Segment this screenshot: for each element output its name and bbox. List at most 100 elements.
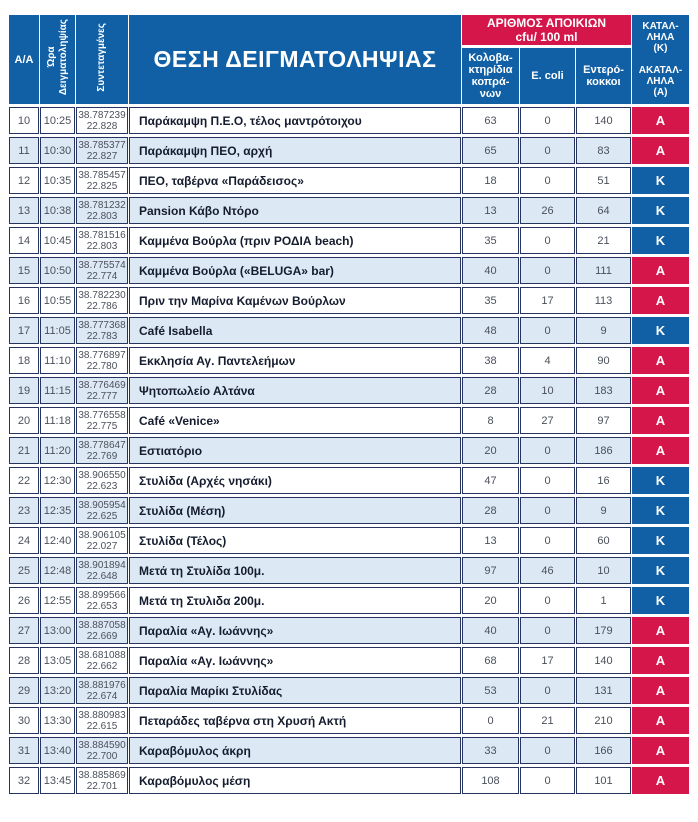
cell-latitude: 38.901894 [78,559,126,571]
cell-suitability-badge: Α [632,347,689,374]
cell-fecal-coliforms: 97 [462,557,519,584]
cell-location: Καραβόμυλος άκρη [129,737,461,764]
cell-ecoli: 0 [520,257,575,284]
cell-fecal-coliforms: 20 [462,437,519,464]
cell-sampling-time: 10:35 [40,167,75,194]
cell-location: Εστιατόριο [129,437,461,464]
cell-coordinates: 38.899566 22.653 [76,587,128,614]
cell-sampling-time: 12:40 [40,527,75,554]
cell-latitude: 38.884590 [78,739,126,751]
cell-suitability-badge: Α [632,437,689,464]
cell-sampling-time: 13:30 [40,707,75,734]
cell-enterococci: 83 [576,137,631,164]
cell-suitability-badge: Α [632,617,689,644]
cell-coordinates: 38.906105 22.027 [76,527,128,554]
cell-ecoli: 0 [520,317,575,344]
column-header-coordinates: Συντεταγμένες [76,15,128,104]
cell-longitude: 22.774 [86,270,118,282]
cell-enterococci: 111 [576,257,631,284]
cell-latitude: 38.880983 [78,709,126,721]
cell-enterococci: 183 [576,377,631,404]
cell-location: Café «Venice» [129,407,461,434]
cell-enterococci: 140 [576,647,631,674]
table-row: 23 12:35 38.905954 22.625 Στυλίδα (Μέση)… [9,497,689,524]
column-header-enterococci: Εντερό- κοκκοι [576,48,631,104]
cell-enterococci: 16 [576,467,631,494]
cell-longitude: 22.777 [86,390,118,402]
cell-sampling-time: 10:25 [40,107,75,134]
cell-enterococci: 10 [576,557,631,584]
cell-suitability-badge: Α [632,287,689,314]
cell-enterococci: 210 [576,707,631,734]
cell-fecal-coliforms: 28 [462,377,519,404]
cell-sampling-time: 10:30 [40,137,75,164]
cell-latitude: 38.776558 [78,409,126,421]
cell-latitude: 38.785377 [78,139,126,151]
table-row: 12 10:35 38.785457 22.825 ΠΕΟ, ταβέρνα «… [9,167,689,194]
cell-sampling-time: 13:45 [40,767,75,794]
column-header-ecoli: E. coli [520,48,575,104]
water-sampling-table: Α/Α Ώρα Δειγματοληψίας Συντεταγμένες ΘΕΣ… [8,12,690,797]
cell-suitability-badge: Α [632,737,689,764]
cell-enterococci: 51 [576,167,631,194]
cell-coordinates: 38.787239 22.828 [76,107,128,134]
cell-latitude: 38.776897 [78,349,126,361]
cell-enterococci: 60 [576,527,631,554]
table-row: 24 12:40 38.906105 22.027 Στυλίδα (Τέλος… [9,527,689,554]
cell-enterococci: 9 [576,317,631,344]
cell-fecal-coliforms: 63 [462,107,519,134]
cell-location: Πριν την Μαρίνα Καμένων Βούρλων [129,287,461,314]
cell-aa: 27 [9,617,39,644]
cell-ecoli: 0 [520,467,575,494]
cell-sampling-time: 12:55 [40,587,75,614]
cell-coordinates: 38.781232 22.803 [76,197,128,224]
cell-fecal-coliforms: 38 [462,347,519,374]
cell-longitude: 22.027 [86,540,118,552]
cell-latitude: 38.681088 [78,649,126,661]
cell-suitability-badge: Α [632,377,689,404]
cell-location: Παράκαμψη Π.Ε.Ο, τέλος μαντρότοιχου [129,107,461,134]
cell-latitude: 38.906105 [78,529,126,541]
cell-coordinates: 38.776897 22.780 [76,347,128,374]
cell-aa: 22 [9,467,39,494]
cell-suitability-badge: Α [632,107,689,134]
cell-suitability-badge: Α [632,647,689,674]
cell-location: Pansion Κάβο Ντόρο [129,197,461,224]
cell-enterococci: 131 [576,677,631,704]
cell-aa: 31 [9,737,39,764]
cell-longitude: 22.653 [86,600,118,612]
cell-longitude: 22.803 [86,240,118,252]
cell-location: Στυλίδα (Αρχές νησάκι) [129,467,461,494]
cell-aa: 30 [9,707,39,734]
cell-ecoli: 27 [520,407,575,434]
cell-fecal-coliforms: 68 [462,647,519,674]
cell-aa: 13 [9,197,39,224]
table-row: 10 10:25 38.787239 22.828 Παράκαμψη Π.Ε.… [9,107,689,134]
cell-sampling-time: 10:55 [40,287,75,314]
column-header-fecal-coliforms: Κολοβα- κτηρίδια κοπρά- νων [462,48,519,104]
cell-latitude: 38.775574 [78,259,126,271]
cell-ecoli: 0 [520,767,575,794]
cell-location: Παραλία «Αγ. Ιωάννης» [129,647,461,674]
cell-latitude: 38.906550 [78,469,126,481]
cell-enterococci: 113 [576,287,631,314]
cell-latitude: 38.881976 [78,679,126,691]
cell-ecoli: 17 [520,287,575,314]
cell-sampling-time: 11:05 [40,317,75,344]
table-row: 26 12:55 38.899566 22.653 Μετά τη Στυλιδ… [9,587,689,614]
cell-coordinates: 38.880983 22.615 [76,707,128,734]
cell-ecoli: 0 [520,437,575,464]
cell-latitude: 38.781232 [78,199,126,211]
cell-coordinates: 38.778647 22.769 [76,437,128,464]
table-row: 22 12:30 38.906550 22.623 Στυλίδα (Αρχές… [9,467,689,494]
table-row: 15 10:50 38.775574 22.774 Καμμένα Βούρλα… [9,257,689,284]
cell-ecoli: 46 [520,557,575,584]
column-header-location: ΘΕΣΗ ΔΕΙΓΜΑΤΟΛΗΨΙΑΣ [129,15,461,104]
cell-sampling-time: 13:40 [40,737,75,764]
report-page: Α/Α Ώρα Δειγματοληψίας Συντεταγμένες ΘΕΣ… [8,12,690,797]
cell-fecal-coliforms: 108 [462,767,519,794]
cell-ecoli: 0 [520,107,575,134]
cell-suitability-badge: Α [632,677,689,704]
cell-ecoli: 0 [520,167,575,194]
table-row: 11 10:30 38.785377 22.827 Παράκαμψη ΠΕΟ,… [9,137,689,164]
